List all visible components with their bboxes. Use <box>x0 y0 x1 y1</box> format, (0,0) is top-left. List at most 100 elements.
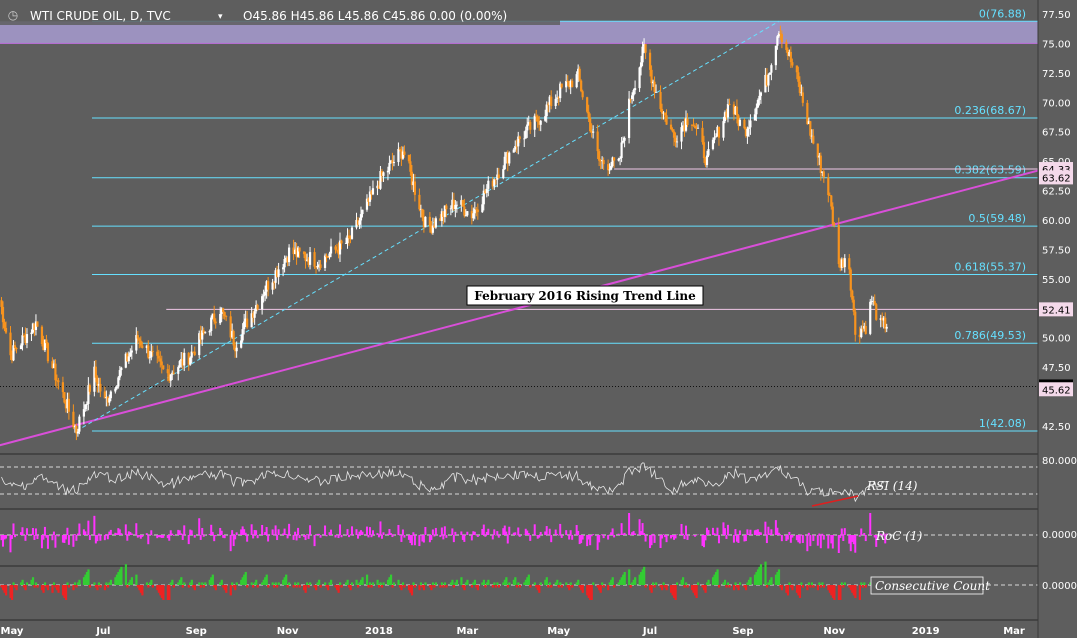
candle-body <box>717 126 721 138</box>
candle-body <box>512 149 515 153</box>
candle <box>130 345 133 360</box>
candle <box>275 265 279 278</box>
consecutive-count-bar <box>400 585 403 591</box>
roc-bar <box>493 529 496 535</box>
candle <box>610 161 613 171</box>
roc-bar <box>704 535 707 541</box>
consecutive-count-bar <box>243 574 246 585</box>
candle-body <box>858 334 861 338</box>
candle <box>126 352 129 362</box>
candle-body <box>559 83 562 99</box>
candle-body <box>168 373 171 381</box>
candle-body <box>379 171 382 189</box>
roc-pane[interactable]: RoC (1) 0.0000 <box>0 508 1077 553</box>
consecutive-count-bar <box>653 585 656 588</box>
chevron-down-icon[interactable]: ▾ <box>218 12 223 22</box>
candle-body <box>151 351 154 352</box>
consecutive-count-bar <box>548 582 551 585</box>
candle <box>581 89 584 100</box>
consecutive-count-bar <box>737 585 740 591</box>
roc-bar <box>407 535 410 540</box>
roc-bar <box>623 532 626 535</box>
fib-level-label: 1(42.08) <box>979 417 1026 430</box>
candle-body <box>283 258 286 268</box>
candle <box>267 277 270 297</box>
rsi-pane[interactable]: RSI (14) 80.000 <box>0 453 1077 507</box>
candle <box>115 384 118 390</box>
candle-body <box>722 121 725 138</box>
consecutive-count-bar <box>849 585 852 591</box>
roc-bar <box>538 535 541 538</box>
candle <box>473 201 476 220</box>
consecutive-count-bar <box>842 585 845 588</box>
roc-bar <box>413 535 416 546</box>
candle-body <box>496 174 499 180</box>
consecutive-count-bar <box>318 579 321 585</box>
time-tick-label: 2018 <box>365 626 393 637</box>
candle <box>726 98 730 123</box>
roc-bar <box>617 533 620 535</box>
candle <box>601 156 604 169</box>
rising-trend-line[interactable] <box>0 169 1039 450</box>
trendline-annotation[interactable]: February 2016 Rising Trend Line <box>466 285 704 306</box>
candle-body <box>601 160 604 162</box>
roc-bar <box>628 513 631 535</box>
consecutive-count-bar <box>851 585 854 593</box>
consecutive-count-bar <box>267 585 270 588</box>
consecutive-count-bar <box>355 579 358 585</box>
candle-body <box>608 169 611 171</box>
candle-body <box>97 383 100 386</box>
time-axis[interactable]: May Jul Sep Nov 2018 Mar May Jul Sep Nov 2019 Mar <box>0 619 1038 637</box>
consecutive-count-bar <box>822 585 826 588</box>
candle <box>568 80 571 90</box>
consecutive-count-bar <box>172 585 175 588</box>
candle-body <box>244 318 247 322</box>
candle <box>669 119 673 131</box>
consecutive-count-bar <box>22 585 26 588</box>
symbol-title[interactable]: WTI CRUDE OIL, D, TVC <box>30 9 171 23</box>
candle-body <box>684 118 688 131</box>
main-price-pane[interactable]: 0(76.88)0.236(68.67)0.382(63.59)0.5(59.4… <box>0 7 1039 450</box>
candle-body <box>589 117 592 132</box>
consecutive-count-bar <box>602 585 605 588</box>
roc-bar <box>36 535 39 540</box>
roc-bar <box>43 526 46 535</box>
candle-body <box>470 211 473 219</box>
candle-body <box>508 152 511 164</box>
roc-bar <box>707 530 710 535</box>
consecutive-count-bar <box>502 582 505 585</box>
consecutive-count-bar <box>515 585 518 588</box>
roc-bar <box>274 525 277 535</box>
roc-bar <box>705 527 708 535</box>
roc-bar <box>833 535 836 536</box>
candle-body <box>193 351 196 356</box>
roc-bar <box>440 527 443 535</box>
candle-body <box>150 351 153 358</box>
roc-bar <box>683 535 686 540</box>
roc-bar <box>391 535 394 538</box>
candle <box>517 131 520 155</box>
consecutive-count-bar <box>219 582 222 585</box>
consecutive-count-pane[interactable]: Consecutive Count 0.0000 <box>0 561 1077 600</box>
candle <box>93 360 96 397</box>
roc-bar <box>818 533 821 535</box>
candle <box>371 180 375 196</box>
candle <box>683 117 686 137</box>
candle-body <box>232 331 235 346</box>
candle <box>545 101 548 123</box>
consecutive-count-bar <box>798 585 802 598</box>
price-tag-box <box>1039 382 1073 397</box>
roc-bar <box>306 534 309 535</box>
price-axis[interactable]: 77.5075.0072.5070.0067.5065.0062.5060.00… <box>1039 10 1073 433</box>
roc-bar <box>652 533 655 535</box>
candle-body <box>723 112 727 122</box>
candle <box>487 176 490 197</box>
roc-bar <box>297 527 300 535</box>
candle <box>232 329 235 350</box>
consecutive-count-bar <box>160 585 163 598</box>
candle <box>24 327 27 345</box>
candle <box>873 294 876 306</box>
candle <box>159 351 162 368</box>
candle-body <box>726 104 730 118</box>
